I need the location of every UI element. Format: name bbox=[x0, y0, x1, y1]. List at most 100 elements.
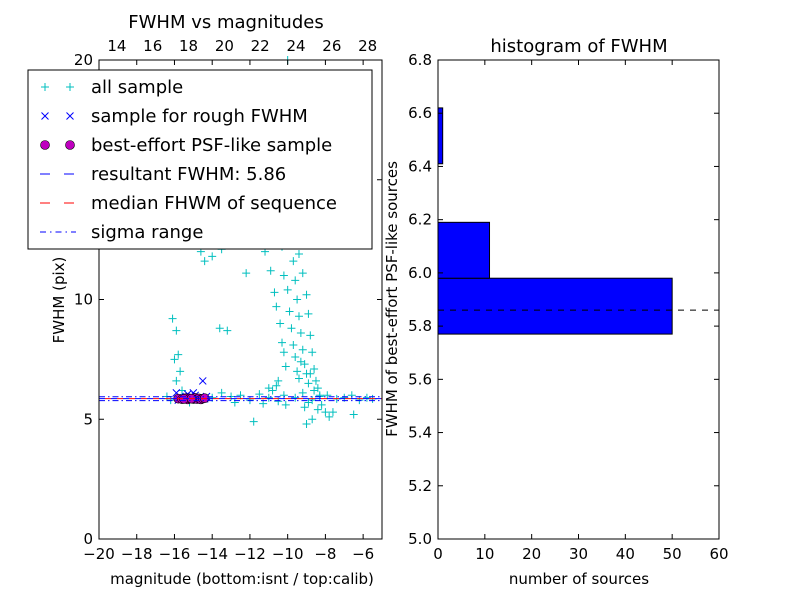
all-sample-point bbox=[255, 390, 264, 399]
all-sample-point bbox=[170, 355, 179, 364]
legend-label: all sample bbox=[91, 77, 183, 98]
x-axis-ticks: −20 −18 −16 −14 −12 −10 −8 −6 bbox=[83, 60, 374, 563]
x-tick-label: −6 bbox=[352, 545, 374, 563]
top-x-tick-label: 14 bbox=[107, 37, 126, 55]
all-sample-point bbox=[274, 376, 283, 385]
all-sample-point bbox=[208, 252, 217, 261]
all-sample-point bbox=[270, 288, 279, 297]
legend: all sample sample for rough FWHM best-effo… bbox=[27, 69, 373, 250]
top-x-tick-label: 16 bbox=[143, 37, 162, 55]
all-sample-point bbox=[294, 312, 303, 321]
fwhm-histogram-chart: histogram of FWHM 0 10 20 30 40 50 60 5.05.25.… bbox=[383, 36, 729, 588]
all-sample-point bbox=[310, 364, 319, 373]
all-sample-point bbox=[304, 379, 313, 388]
all-sample-point bbox=[279, 271, 288, 280]
top-x-tick-label: 20 bbox=[215, 37, 234, 55]
x-tick-label: −12 bbox=[234, 545, 266, 563]
all-sample-point bbox=[302, 420, 311, 429]
all-sample-point bbox=[296, 329, 305, 338]
all-sample-point bbox=[308, 396, 317, 405]
all-sample-point bbox=[266, 266, 275, 275]
histogram-bar bbox=[437, 277, 673, 335]
legend-label: resultant FWHM: 5.86 bbox=[91, 164, 286, 185]
y-tick-label: 5 bbox=[83, 410, 93, 428]
all-sample-point bbox=[172, 326, 181, 335]
all-sample-point bbox=[291, 393, 300, 402]
x-tick-label: 10 bbox=[475, 545, 494, 563]
all-sample-point bbox=[325, 412, 334, 421]
all-sample-point bbox=[279, 391, 288, 400]
top-x-tick-label: 28 bbox=[358, 37, 377, 55]
y-tick-label: 5.0 bbox=[408, 530, 432, 548]
top-x-tick-label: 18 bbox=[179, 37, 198, 55]
x-tick-label: 0 bbox=[433, 545, 443, 563]
all-sample-point bbox=[242, 269, 251, 278]
all-sample-point bbox=[328, 408, 337, 417]
all-sample-point bbox=[291, 276, 300, 285]
y-tick-label: 5.6 bbox=[408, 370, 432, 388]
y-tick-label: 5.8 bbox=[408, 317, 432, 335]
x-tick-label: −18 bbox=[121, 545, 153, 563]
x-tick-label: −10 bbox=[272, 545, 304, 563]
legend-label: best-effort PSF-like sample bbox=[91, 135, 332, 156]
y-tick-label: 6.8 bbox=[408, 51, 432, 69]
legend-box bbox=[27, 69, 373, 250]
chart-title: histogram of FWHM bbox=[490, 36, 667, 57]
x-tick-label: 20 bbox=[522, 545, 541, 563]
y-tick-label: 6.2 bbox=[408, 211, 432, 229]
y-axis-ticks: 5.0 5.2 5.4 5.6 5.8 6.0 6.2 6.4 6.6 6.8 bbox=[408, 51, 719, 548]
all-sample-point bbox=[311, 376, 320, 385]
all-sample-point bbox=[230, 398, 239, 407]
all-sample-point bbox=[296, 357, 305, 366]
all-sample-point bbox=[298, 345, 307, 354]
all-sample-point bbox=[323, 391, 332, 400]
top-x-tick-label: 24 bbox=[286, 37, 305, 55]
all-sample-point bbox=[264, 384, 273, 393]
reference-lines bbox=[99, 396, 382, 402]
all-sample-point bbox=[276, 319, 285, 328]
all-sample-point bbox=[278, 338, 287, 347]
y-tick-label: 5.4 bbox=[408, 424, 432, 442]
y-tick-label: 0 bbox=[83, 530, 93, 548]
all-sample-point bbox=[302, 290, 311, 299]
chart-title: FWHM vs magnitudes bbox=[128, 12, 323, 33]
y-tick-label: 6.6 bbox=[408, 104, 432, 122]
all-sample-point bbox=[298, 388, 307, 397]
legend-x-icon bbox=[66, 112, 74, 120]
all-sample-point bbox=[349, 410, 358, 419]
legend-label: sample for rough FWHM bbox=[91, 106, 308, 127]
x-axis-label: magnitude (bottom:isnt / top:calib) bbox=[110, 570, 374, 588]
all-sample-point bbox=[249, 417, 258, 426]
all-sample-point bbox=[294, 249, 303, 258]
all-sample-point bbox=[287, 324, 296, 333]
x-tick-label: −16 bbox=[159, 545, 191, 563]
y-tick-label: 6.0 bbox=[408, 264, 432, 282]
top-x-tick-label: 26 bbox=[322, 37, 341, 55]
x-axis-ticks: 0 10 20 30 40 50 60 bbox=[433, 60, 729, 563]
all-sample-point bbox=[215, 324, 224, 333]
all-sample-point bbox=[291, 352, 300, 361]
all-sample-point bbox=[300, 403, 309, 412]
legend-label: median FHWM of sequence bbox=[91, 193, 337, 214]
all-sample-point bbox=[304, 309, 313, 318]
all-sample-point bbox=[281, 400, 290, 409]
all-sample-point bbox=[172, 376, 181, 385]
all-sample-point bbox=[283, 285, 292, 294]
all-sample-point bbox=[289, 257, 298, 266]
all-sample-point bbox=[236, 391, 245, 400]
legend-plus-icon bbox=[66, 83, 74, 91]
all-sample-point bbox=[317, 400, 326, 409]
legend-circle-icon bbox=[65, 140, 75, 150]
all-sample-point bbox=[227, 392, 236, 401]
x-tick-label: −8 bbox=[314, 545, 336, 563]
all-sample-point bbox=[308, 348, 317, 357]
all-sample-point bbox=[289, 341, 298, 350]
all-sample-point bbox=[306, 331, 315, 340]
all-sample-point bbox=[200, 257, 209, 266]
legend-label: sigma range bbox=[91, 222, 203, 243]
all-sample-point bbox=[362, 393, 371, 402]
legend-x-icon bbox=[41, 112, 49, 120]
all-sample-point bbox=[293, 295, 302, 304]
all-sample-point bbox=[310, 386, 319, 395]
